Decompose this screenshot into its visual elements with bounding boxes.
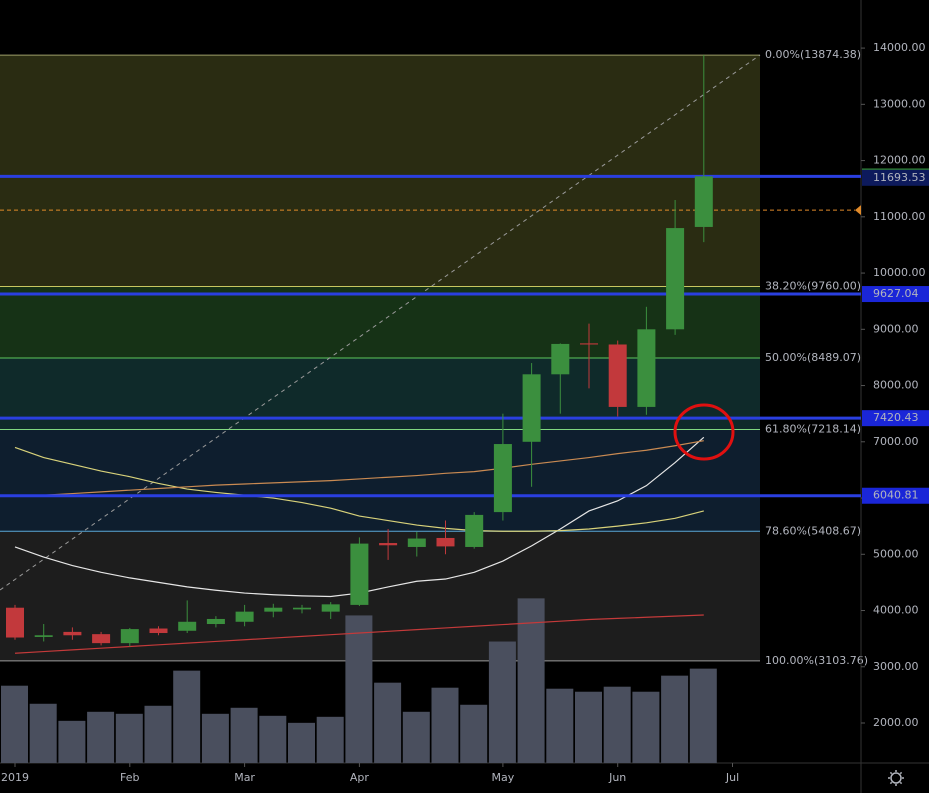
volume-bar [661, 675, 689, 763]
fib-label: 0.00%(13874.38) [765, 48, 861, 61]
y-tick-label: 12000.00 [873, 154, 926, 167]
x-tick-label: Mar [234, 771, 255, 784]
candle-body [608, 344, 627, 407]
x-tick-label: May [492, 771, 515, 784]
volume-bar [575, 691, 602, 763]
moving-average [14, 446, 704, 532]
fib-zone [0, 429, 760, 532]
y-tick-label: 4000.00 [873, 604, 919, 617]
candle-body [264, 607, 283, 612]
volume-bar [345, 615, 373, 763]
candle-body [34, 635, 53, 637]
volume-bar [603, 686, 631, 763]
candle-body [551, 343, 570, 375]
volume-bar [517, 598, 545, 763]
candle-body [149, 628, 168, 634]
fib-label: 100.00%(3103.76) [765, 654, 868, 667]
volume-bar [431, 687, 459, 763]
candle-body [580, 343, 598, 345]
volume-bar [632, 691, 660, 763]
x-tick-label: Feb [120, 771, 139, 784]
volume-bar [144, 705, 172, 763]
x-tick-label: 2019 [1, 771, 29, 784]
y-tick-label: 7000.00 [873, 435, 919, 448]
fib-zone [0, 531, 760, 661]
volume-bar [689, 668, 717, 763]
candle-body [637, 329, 656, 407]
y-tick-label: 14000.00 [873, 41, 926, 54]
fib-label: 50.00%(8489.07) [765, 351, 861, 364]
y-tick-label: 2000.00 [873, 716, 919, 729]
candle-body [436, 537, 455, 547]
price-label: 6040.81 [873, 489, 919, 502]
fib-zone [0, 55, 760, 287]
candle-body [407, 538, 426, 547]
y-tick-label: 10000.00 [873, 266, 926, 279]
candle-body [120, 629, 139, 644]
current-price-bg [862, 169, 929, 186]
x-tick-label: Apr [350, 771, 370, 784]
candle-body [6, 607, 24, 638]
fib-label: 61.80%(7218.14) [765, 423, 861, 436]
volume-bar [259, 715, 287, 763]
candle-body [321, 604, 340, 612]
candle-body [178, 621, 197, 631]
y-tick-label: 3000.00 [873, 660, 919, 673]
fib-label: 78.60%(5408.67) [765, 524, 861, 537]
volume-bar [58, 720, 86, 763]
x-tick-label: Jun [608, 771, 626, 784]
candle-body [379, 543, 398, 546]
candle-body [465, 514, 484, 547]
volume-bar [460, 704, 488, 763]
candle-body [493, 444, 512, 513]
volume-bar [374, 682, 402, 763]
price-label: 7420.43 [873, 411, 919, 424]
candle-body [522, 374, 541, 442]
plot: 14000.00 13000.00 12000.00 11000.00 10000.00… [0, 41, 929, 784]
moving-average [14, 440, 704, 497]
volume-bar [546, 688, 574, 763]
volume-bar [173, 670, 201, 763]
volume-bar [316, 716, 344, 763]
volume-bar [201, 713, 229, 763]
volume-bar [230, 707, 258, 763]
y-tick-label: 13000.00 [873, 97, 926, 110]
candle-body [63, 631, 82, 636]
price-line-arrow [855, 205, 861, 216]
price-label-bg [862, 410, 929, 427]
volume-bar [288, 722, 315, 763]
price-label-bg [862, 487, 929, 504]
candle-body [206, 618, 225, 625]
volume-bar [402, 711, 430, 763]
candle-body [666, 228, 685, 330]
fib-zones: 0.00%(13874.38) 38.20%(9760.00) 50.00%(848… [0, 48, 868, 667]
price-label: 9627.04 [873, 287, 919, 300]
volume-bar [29, 703, 57, 763]
candle-body [92, 634, 111, 644]
y-tick-label: 9000.00 [873, 322, 919, 335]
volume-bar [1, 685, 28, 763]
fib-label: 38.20%(9760.00) [765, 280, 861, 293]
candle-body [235, 611, 254, 622]
volume-bar [488, 641, 516, 763]
x-tick-label: Jul [725, 771, 739, 784]
candle-body [293, 607, 311, 610]
annotation-circle [673, 403, 735, 461]
candle-body [350, 543, 369, 605]
settings-icon[interactable] [888, 770, 904, 786]
volume-bar [87, 711, 115, 763]
y-tick-label: 5000.00 [873, 547, 919, 560]
y-tick-label: 11000.00 [873, 210, 926, 223]
current-price-label: 11693.53 [873, 171, 926, 184]
price-label-bg [862, 286, 929, 303]
fib-trend-line [0, 54, 761, 591]
y-tick-label: 8000.00 [873, 379, 919, 392]
candle-body [694, 176, 713, 227]
volume-bar [115, 713, 143, 763]
